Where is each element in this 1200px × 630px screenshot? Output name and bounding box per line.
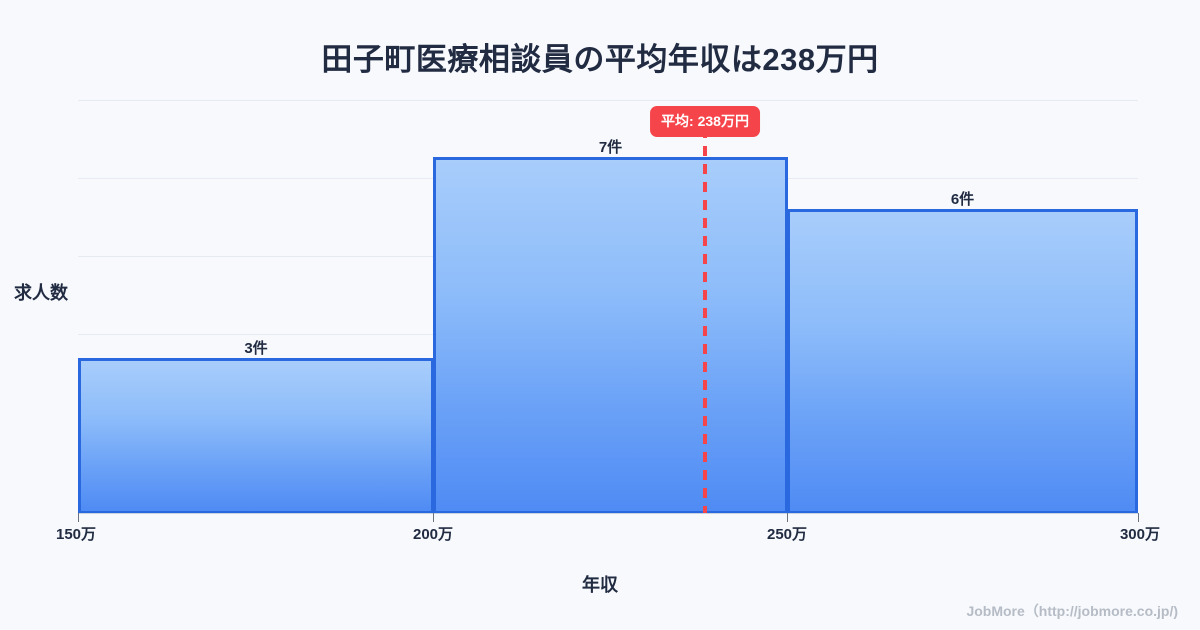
x-tick-mark [1138, 513, 1139, 522]
bar-value-label: 6件 [950, 191, 975, 208]
x-tick-label-250: 250万 [766, 526, 808, 543]
gridline [78, 100, 1138, 101]
x-tick-label-300: 300万 [1119, 526, 1160, 543]
bar-value-label: 7件 [598, 139, 623, 156]
bar-bin-250-300[interactable] [787, 209, 1138, 514]
average-badge: 平均: 238万円 [650, 106, 760, 137]
average-line [703, 128, 707, 514]
y-axis-title: 求人数 [14, 283, 68, 303]
x-tick-mark [78, 513, 79, 522]
x-tick-label-150: 150万 [56, 526, 97, 543]
x-tick-label-200: 200万 [412, 526, 454, 543]
bar-bin-150-200[interactable] [78, 358, 434, 514]
bar-value-label: 3件 [244, 340, 268, 357]
x-axis-line [78, 513, 1138, 514]
footer-credit: JobMore（http://jobmore.co.jp/) [966, 603, 1178, 619]
bar-bin-200-250[interactable] [433, 157, 788, 514]
x-axis-title: 年収 [582, 575, 618, 595]
x-tick-mark [787, 513, 788, 522]
chart-title: 田子町医療相談員の平均年収は238万円 [321, 42, 879, 77]
x-tick-mark [433, 513, 434, 522]
